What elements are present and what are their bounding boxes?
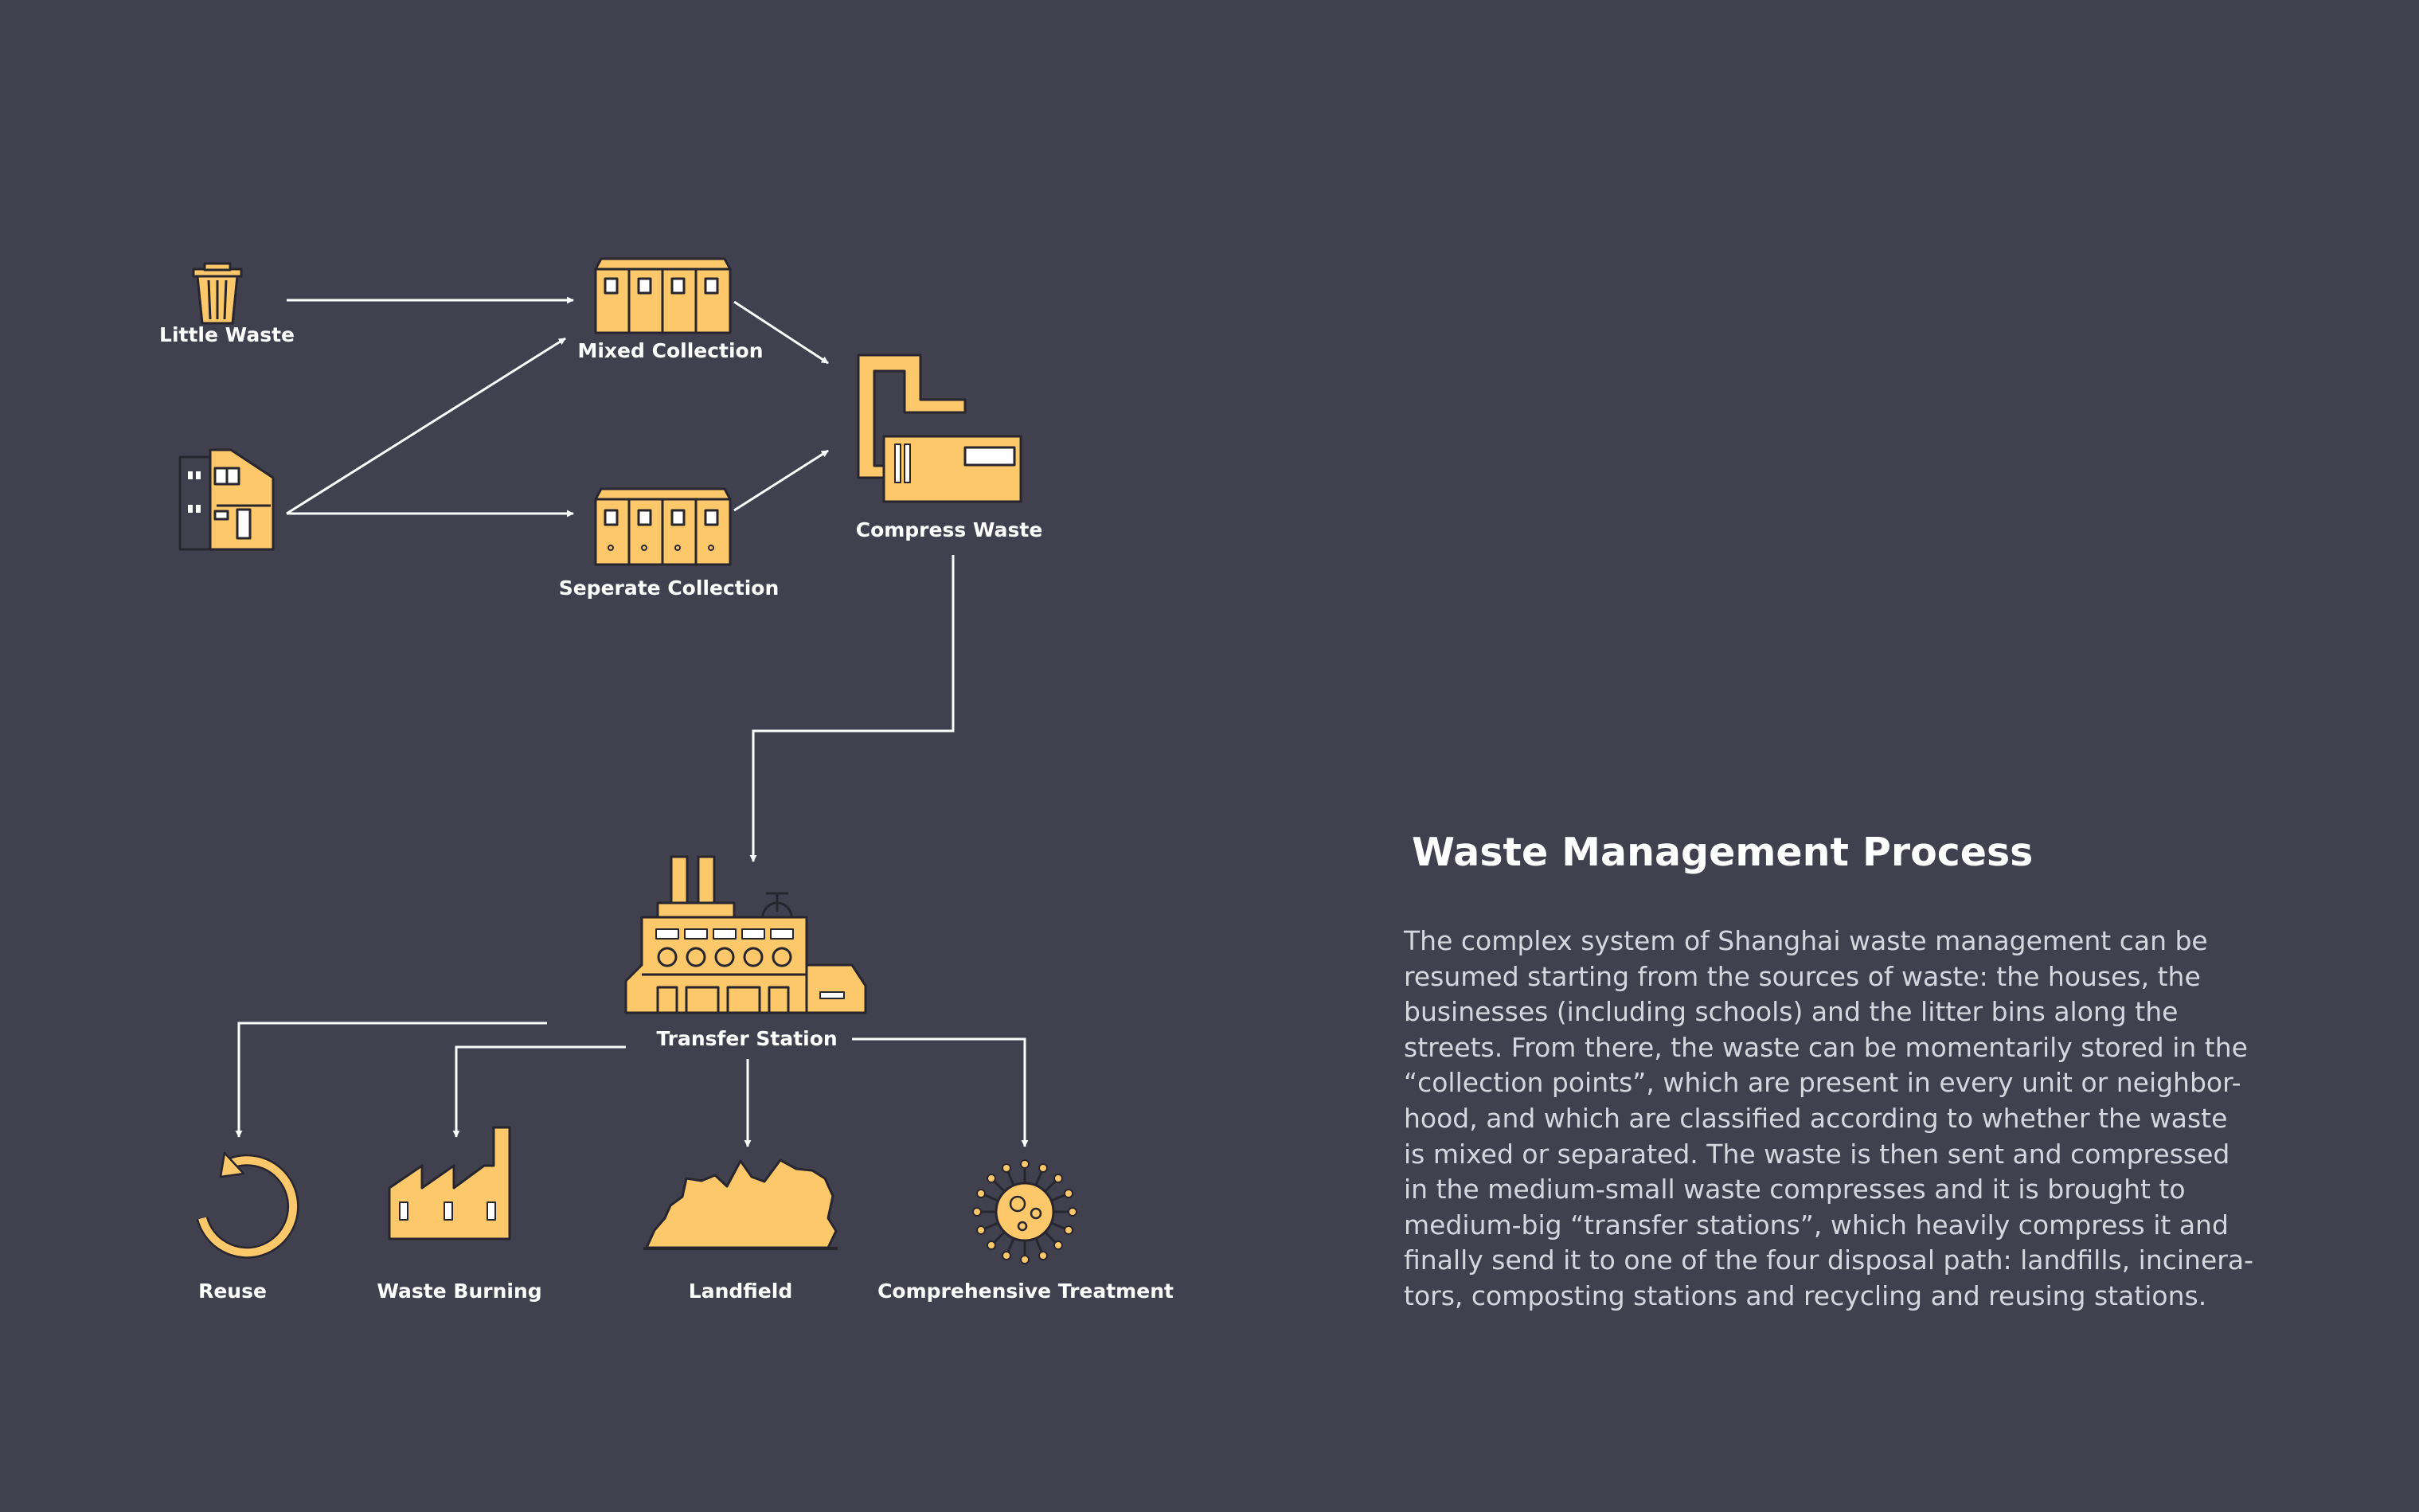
description-line: resumed starting from the sources of was… xyxy=(1404,960,2201,992)
container-icon-separate xyxy=(594,487,732,566)
label-transfer-station: Transfer Station xyxy=(656,1027,838,1050)
label-compress-waste: Compress Waste xyxy=(855,518,1043,541)
description-line: businesses (including schools) and the l… xyxy=(1404,996,2179,1028)
description-line: finally send it to one of the four dispo… xyxy=(1404,1244,2253,1276)
label-waste-burning: Waste Burning xyxy=(377,1280,542,1303)
incinerator-icon xyxy=(388,1126,511,1240)
arrow-transfer-to-treatment xyxy=(852,1037,1029,1147)
description-line: streets. From there, the waste can be mo… xyxy=(1404,1031,2248,1063)
description-line: The complex system of Shanghai waste man… xyxy=(1404,925,2208,956)
arrow-transfer-to-burning xyxy=(452,1045,626,1138)
panel-title: Waste Management Process xyxy=(1412,830,2034,875)
description-line: medium-big “transfer stations”, which he… xyxy=(1404,1209,2229,1240)
description-line: hood, and which are classified according… xyxy=(1404,1102,2228,1134)
label-landfield: Landfield xyxy=(688,1280,793,1303)
label-reuse: Reuse xyxy=(198,1280,267,1303)
description-line: in the medium-small waste compresses and… xyxy=(1404,1174,2186,1205)
label-comprehensive-treatment: Comprehensive Treatment xyxy=(877,1280,1174,1303)
recycle-arrow-icon xyxy=(196,1151,299,1259)
label-little-waste: Little Waste xyxy=(159,323,295,346)
arrow-mixed-to-compress xyxy=(733,300,829,365)
description-line: “collection points”, which are present i… xyxy=(1404,1067,2241,1099)
arrow-house-to-mixed xyxy=(286,337,566,515)
landfill-icon xyxy=(643,1158,838,1250)
house-icon xyxy=(178,448,275,551)
label-mixed-collection: Mixed Collection xyxy=(577,339,764,362)
arrow-compress-to-transfer xyxy=(749,555,955,862)
virus-treatment-icon xyxy=(972,1159,1077,1264)
panel-description: The complex system of Shanghai waste man… xyxy=(1404,924,2296,1315)
container-icon-mixed xyxy=(594,257,732,334)
description-line: is mixed or separated. The waste is then… xyxy=(1404,1138,2230,1170)
compressor-icon xyxy=(857,354,1022,503)
factory-icon xyxy=(624,855,867,1014)
label-separate-collection: Seperate Collection xyxy=(558,576,780,600)
connectors xyxy=(235,296,1029,1147)
arrow-separate-to-compress xyxy=(733,449,829,512)
description-line: tors, composting stations and recycling … xyxy=(1404,1280,2207,1311)
arrow-transfer-to-reuse xyxy=(235,1022,547,1138)
trash-bin-icon xyxy=(192,262,243,325)
